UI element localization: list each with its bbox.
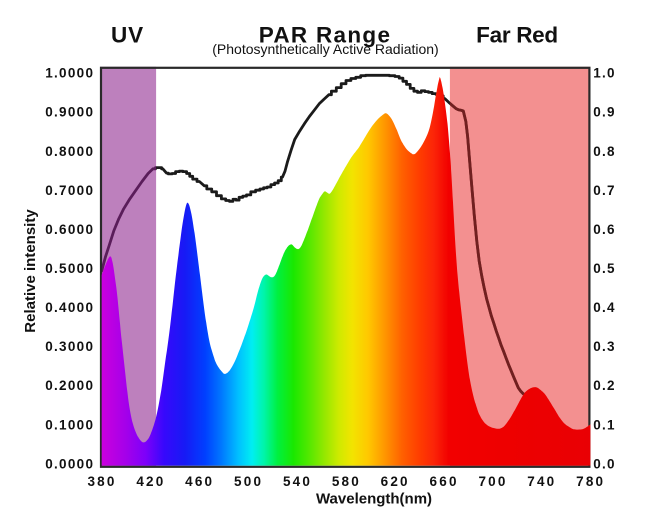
svg-text:0.6: 0.6: [593, 222, 616, 237]
svg-text:(Photosynthetically Active Rad: (Photosynthetically Active Radiation): [212, 41, 438, 57]
svg-text:0.2: 0.2: [593, 378, 616, 393]
svg-text:0.0000: 0.0000: [45, 456, 94, 471]
svg-text:0.4: 0.4: [593, 300, 616, 315]
svg-text:0.3000: 0.3000: [45, 339, 94, 354]
svg-text:0.9: 0.9: [593, 105, 616, 120]
svg-text:0.5000: 0.5000: [45, 261, 94, 276]
svg-text:0.1000: 0.1000: [45, 417, 94, 432]
svg-text:460: 460: [185, 474, 214, 489]
svg-text:380: 380: [87, 474, 116, 489]
svg-text:0.7: 0.7: [593, 183, 616, 198]
svg-text:0.1: 0.1: [593, 417, 616, 432]
svg-text:1.0: 1.0: [593, 66, 616, 81]
svg-text:0.3: 0.3: [593, 339, 616, 354]
svg-text:0.4000: 0.4000: [45, 300, 94, 315]
svg-text:0.6000: 0.6000: [45, 222, 94, 237]
svg-text:580: 580: [332, 474, 361, 489]
svg-text:780: 780: [576, 474, 605, 489]
svg-text:540: 540: [283, 474, 312, 489]
svg-text:740: 740: [527, 474, 556, 489]
svg-text:660: 660: [430, 474, 459, 489]
svg-text:PAR Range: PAR Range: [259, 22, 392, 47]
svg-text:500: 500: [234, 474, 263, 489]
svg-text:0.8: 0.8: [593, 144, 616, 159]
svg-text:0.2000: 0.2000: [45, 378, 94, 393]
svg-text:Far Red: Far Red: [476, 23, 558, 48]
svg-text:Wavelength(nm): Wavelength(nm): [316, 491, 432, 508]
svg-text:620: 620: [381, 474, 410, 489]
svg-text:0.0: 0.0: [593, 456, 616, 471]
svg-text:0.5: 0.5: [593, 261, 616, 276]
svg-text:0.9000: 0.9000: [45, 105, 94, 120]
svg-text:0.8000: 0.8000: [45, 144, 94, 159]
svg-text:420: 420: [136, 474, 165, 489]
svg-text:UV: UV: [111, 23, 144, 48]
svg-text:700: 700: [478, 474, 507, 489]
svg-text:1.0000: 1.0000: [45, 66, 94, 81]
svg-text:Relative intensity: Relative intensity: [22, 209, 39, 333]
svg-text:0.7000: 0.7000: [45, 183, 94, 198]
